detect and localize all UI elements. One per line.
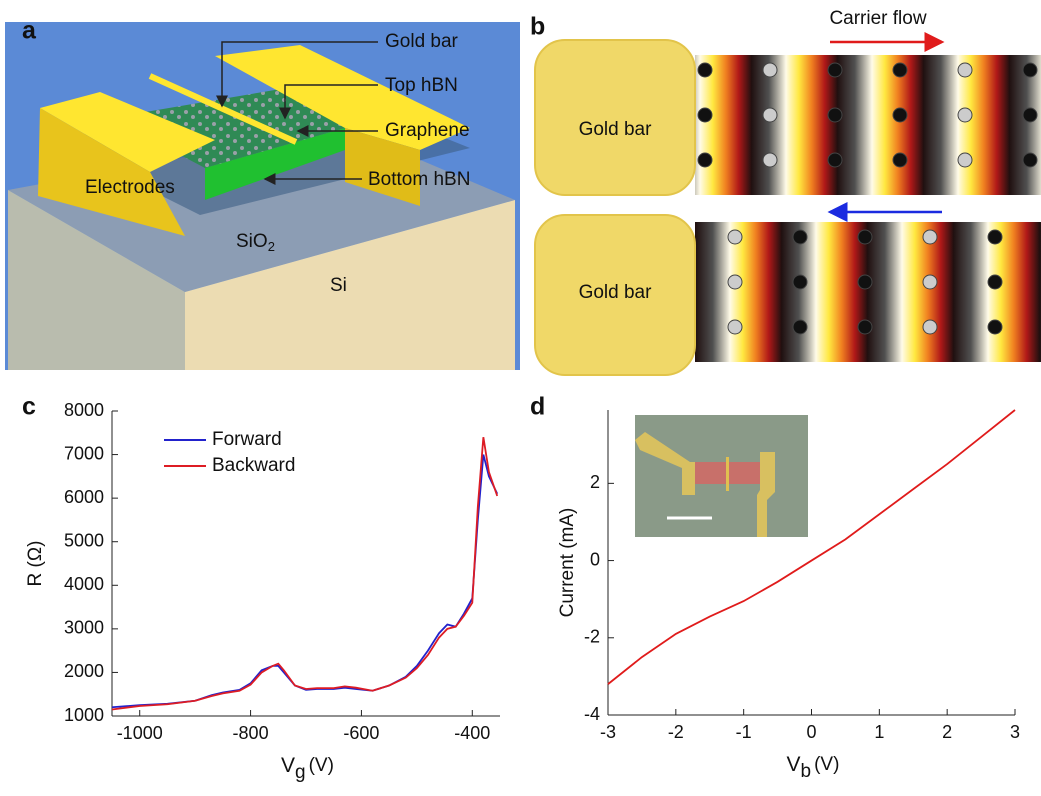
x-axis-label: Vg(V) bbox=[281, 754, 334, 783]
label: Electrodes bbox=[85, 177, 175, 198]
label-sub: 2 bbox=[268, 239, 275, 254]
x-tick-label: -800 bbox=[233, 723, 269, 743]
atom bbox=[763, 63, 777, 77]
figure: a Gold bar Top hBN Graphene Bottom hBN E… bbox=[0, 0, 1041, 796]
data-line bbox=[112, 455, 497, 708]
atom bbox=[923, 275, 937, 289]
atom bbox=[988, 230, 1002, 244]
label: Top hBN bbox=[385, 75, 458, 96]
panel-b: b Carrier flow Gold bar Gold bar bbox=[530, 8, 1041, 375]
wave-pattern bbox=[695, 55, 1041, 195]
atom bbox=[793, 320, 807, 334]
label-text: SiO bbox=[236, 231, 268, 252]
y-tick-label: 7000 bbox=[64, 443, 104, 463]
x-tick-label: -1000 bbox=[117, 723, 163, 743]
atom bbox=[763, 153, 777, 167]
legend-label: Backward bbox=[212, 455, 295, 476]
atom bbox=[958, 63, 972, 77]
data-line bbox=[112, 437, 497, 709]
y-tick-label: -4 bbox=[584, 704, 600, 724]
x-tick-label: 1 bbox=[874, 722, 884, 742]
atom bbox=[988, 320, 1002, 334]
atom bbox=[958, 153, 972, 167]
atom bbox=[698, 108, 712, 122]
panel-a: a Gold bar Top hBN Graphene Bottom hBN E… bbox=[5, 17, 520, 370]
atom bbox=[893, 153, 907, 167]
x-tick-label: 0 bbox=[806, 722, 816, 742]
x-label-sub: g bbox=[295, 762, 306, 783]
panel-letter: a bbox=[22, 17, 37, 45]
atom bbox=[828, 63, 842, 77]
label: Carrier flow bbox=[829, 8, 926, 29]
atom bbox=[923, 230, 937, 244]
panel-letter: d bbox=[530, 393, 545, 421]
x-tick-label: -3 bbox=[600, 722, 616, 742]
y-tick-label: 3000 bbox=[64, 618, 104, 638]
atom bbox=[858, 230, 872, 244]
label: Graphene bbox=[385, 120, 470, 141]
x-label-unit: (V) bbox=[309, 755, 334, 776]
atom bbox=[763, 108, 777, 122]
label: Si bbox=[330, 275, 347, 296]
x-tick-label: -1 bbox=[736, 722, 752, 742]
legend-label: Forward bbox=[212, 429, 282, 450]
y-tick-label: 2000 bbox=[64, 661, 104, 681]
y-tick-label: 4000 bbox=[64, 574, 104, 594]
atom bbox=[728, 320, 742, 334]
atom bbox=[728, 230, 742, 244]
atom bbox=[893, 108, 907, 122]
atom bbox=[858, 320, 872, 334]
x-label-unit: (V) bbox=[814, 754, 839, 775]
y-tick-label: -2 bbox=[584, 627, 600, 647]
y-tick-label: 8000 bbox=[64, 400, 104, 420]
x-tick-label: -600 bbox=[343, 723, 379, 743]
panel-letter: c bbox=[22, 393, 36, 421]
atom bbox=[858, 275, 872, 289]
atom bbox=[728, 275, 742, 289]
atom bbox=[893, 63, 907, 77]
atom bbox=[1023, 63, 1037, 77]
atom bbox=[1023, 108, 1037, 122]
x-tick-label: 3 bbox=[1010, 722, 1020, 742]
x-label-sub: b bbox=[801, 761, 812, 782]
y-axis-label: Current (mA) bbox=[557, 508, 578, 618]
y-tick-label: 5000 bbox=[64, 530, 104, 550]
label: Gold bar bbox=[579, 119, 653, 140]
atom bbox=[1023, 153, 1037, 167]
atom bbox=[988, 275, 1002, 289]
y-tick-label: 2 bbox=[590, 472, 600, 492]
y-tick-label: 6000 bbox=[64, 487, 104, 507]
atom bbox=[828, 108, 842, 122]
y-tick-label: 1000 bbox=[64, 705, 104, 725]
atom bbox=[793, 275, 807, 289]
x-tick-label: -2 bbox=[668, 722, 684, 742]
atom bbox=[793, 230, 807, 244]
x-tick-label: 2 bbox=[942, 722, 952, 742]
label: Gold bar bbox=[579, 282, 653, 303]
label: Bottom hBN bbox=[368, 169, 470, 190]
atom bbox=[923, 320, 937, 334]
atom bbox=[828, 153, 842, 167]
atom bbox=[958, 108, 972, 122]
atom bbox=[698, 153, 712, 167]
panel-letter: b bbox=[530, 13, 545, 41]
y-tick-label: 0 bbox=[590, 549, 600, 569]
y-axis-label: R (Ω) bbox=[25, 541, 46, 587]
atom bbox=[698, 63, 712, 77]
inset-image bbox=[635, 415, 808, 537]
gold-bar bbox=[726, 457, 729, 491]
x-axis-label: Vb(V) bbox=[787, 753, 840, 782]
x-label-text: V bbox=[787, 753, 801, 776]
gold-bar bbox=[535, 40, 695, 195]
x-tick-label: -400 bbox=[454, 723, 490, 743]
x-label-text: V bbox=[281, 754, 295, 777]
label: Gold bar bbox=[385, 31, 459, 52]
